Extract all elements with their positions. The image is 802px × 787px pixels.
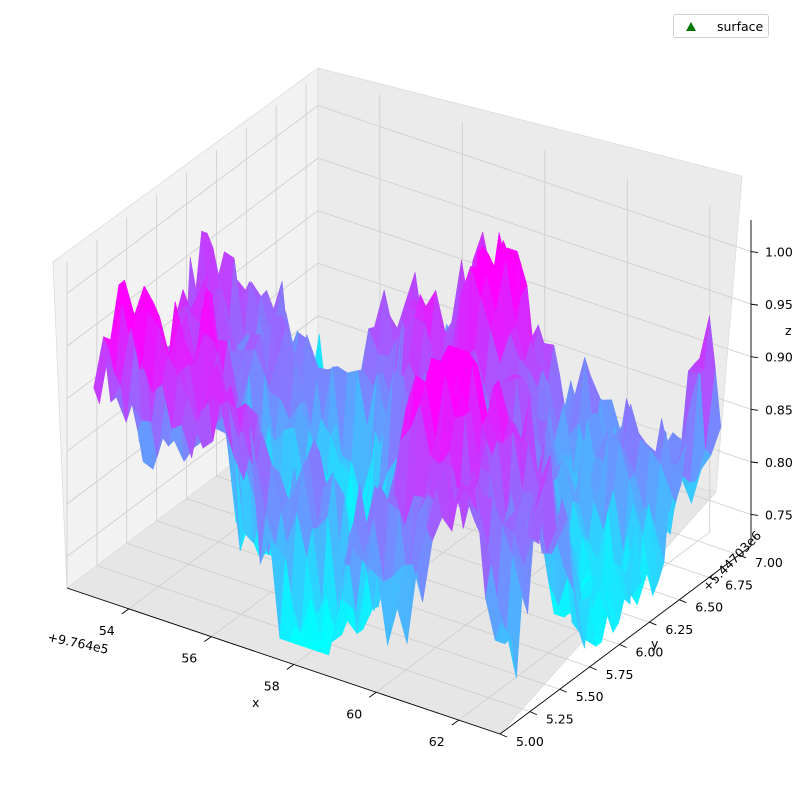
z-gridline xyxy=(317,105,752,252)
x-tick-label: 58 xyxy=(264,678,280,693)
y-tick-label: 5.75 xyxy=(606,667,634,682)
y-tick-label: 5.25 xyxy=(546,712,574,727)
z-tick xyxy=(750,303,759,306)
x-tick xyxy=(204,636,212,643)
legend-label: surface xyxy=(717,19,764,34)
z-tick xyxy=(750,356,759,359)
y-axis-line xyxy=(499,545,752,735)
y-tick xyxy=(499,733,508,738)
z-tick-label: 0.90 xyxy=(765,350,793,365)
triangle-marker-icon xyxy=(686,22,696,31)
y-tick-label: 6.50 xyxy=(695,600,723,615)
z-tick-label: 0.85 xyxy=(765,402,793,417)
y-tick xyxy=(649,621,657,626)
z-tick-label: 0.80 xyxy=(765,455,793,470)
axes xyxy=(66,220,759,738)
y-tick-label: 7.00 xyxy=(755,555,783,570)
z-tick xyxy=(750,461,759,464)
surface-mesh xyxy=(93,230,722,679)
y-tick xyxy=(619,644,627,648)
x-tick-label: 56 xyxy=(181,651,197,666)
y-tick-label: 5.00 xyxy=(516,734,544,749)
y-axis-label: y xyxy=(651,636,659,651)
z-gridline xyxy=(317,157,752,305)
z-tick-label: 0.75 xyxy=(765,507,793,522)
surface-facet xyxy=(494,622,512,645)
tick-labels: 54 56 58 60 62 5.005.255.505.756.006.256.506.… xyxy=(99,245,793,750)
y-tick-label: 6.25 xyxy=(665,622,693,637)
y-tick xyxy=(738,554,747,559)
z-tick-label: 0.95 xyxy=(765,297,793,312)
y-tick-label: 5.50 xyxy=(576,689,604,704)
x-tick xyxy=(286,664,295,670)
y-tick xyxy=(559,688,567,693)
y-tick xyxy=(708,576,717,581)
z-gridline-left xyxy=(66,105,319,294)
legend: surface xyxy=(673,14,769,38)
x-tick xyxy=(121,608,130,615)
x-tick-label: 60 xyxy=(346,706,362,721)
z-tick xyxy=(750,251,759,253)
z-axis-label: z xyxy=(785,323,792,338)
x-tick xyxy=(451,719,460,726)
x-axis-label: x xyxy=(252,695,259,710)
z-tick xyxy=(750,408,759,411)
x-axis-line xyxy=(66,587,501,735)
x-tick-label: 54 xyxy=(99,623,115,638)
y-tick xyxy=(679,599,687,604)
y-tick-label: 6.75 xyxy=(725,577,753,592)
y-tick xyxy=(529,711,538,716)
z-gridline-left xyxy=(66,157,319,347)
y-tick xyxy=(589,666,597,671)
x-tick-label: 62 xyxy=(429,734,445,749)
y-tick-label: 6.00 xyxy=(636,644,664,659)
x-tick xyxy=(369,691,377,698)
z-tick-label: 1.00 xyxy=(765,245,793,260)
z-tick xyxy=(750,514,759,516)
z-gridline xyxy=(317,210,752,358)
